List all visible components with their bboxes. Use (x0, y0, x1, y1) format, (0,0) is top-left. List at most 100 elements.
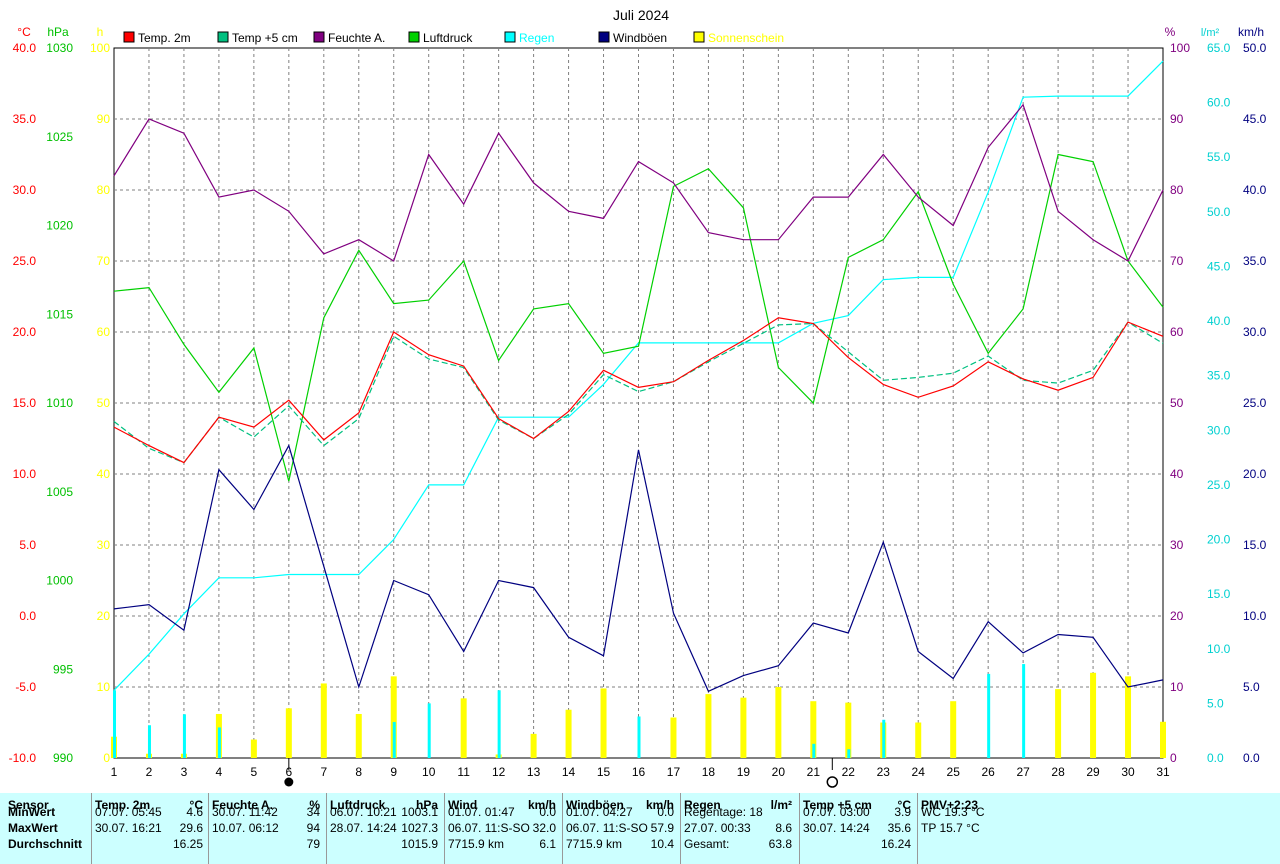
stats-value: 16.24 (880, 837, 911, 851)
stats-cell: 06.07. 11:S-SO (566, 821, 648, 835)
x-tick-label: 14 (562, 765, 576, 779)
humidity-tick-label: 20 (1170, 609, 1184, 623)
legend-label: Temp +5 cm (232, 31, 298, 45)
rain-tick-label: 15.0 (1207, 587, 1231, 601)
stats-cell: 7715.9 km (566, 837, 623, 851)
x-tick-label: 13 (527, 765, 541, 779)
stats-header: PMV+2:23 (921, 798, 979, 812)
wind-tick-label: 0.0 (1243, 751, 1260, 765)
humidity-tick-label: 60 (1170, 325, 1184, 339)
pressure-tick-label: 1015 (46, 307, 73, 321)
stats-cell: 27.07. 00:33 (684, 821, 751, 835)
stats-value: 79 (306, 837, 320, 851)
humidity-tick-label: 0 (1170, 751, 1177, 765)
x-tick-label: 9 (390, 765, 397, 779)
sunshine-bar (320, 683, 327, 758)
x-tick-label: 12 (492, 765, 506, 779)
stats-section: Regen l/m² Regentage: 18 27.07. 00:33 8.6 Ges… (684, 793, 796, 864)
stats-section: Wind km/h 01.07. 01:47 0.0 06.07. 11:S-SO 32.… (448, 793, 560, 864)
x-tick-label: 2 (146, 765, 153, 779)
sun-unit-label: h (97, 25, 104, 39)
rain-tick-label: 55.0 (1207, 150, 1231, 164)
stats-separator (208, 793, 209, 864)
x-tick-label: 4 (216, 765, 223, 779)
legend-label: Feuchte A. (328, 31, 385, 45)
stats-cell: 30.07. 11:42 (212, 805, 278, 819)
stats-cell: 10.07. 06:12 (212, 821, 279, 835)
stats-section: Sensor MinWert MaxWert Durchschnitt (8, 793, 90, 864)
legend-swatch (504, 31, 516, 43)
x-tick-label: 20 (772, 765, 786, 779)
stats-cell: 30.07. 14:24 (803, 821, 870, 835)
stats-value: 57.9 (650, 821, 674, 835)
stats-header: Feuchte A. (212, 798, 273, 812)
stats-value: 4.6 (186, 805, 203, 819)
temp-tick-label: 40.0 (13, 41, 37, 55)
stats-unit: km/h (645, 798, 674, 812)
x-tick-label: 10 (422, 765, 436, 779)
rain-unit-label: l/m² (1201, 27, 1220, 39)
series-line-luftdruck (113, 153, 1164, 482)
stats-header: Luftdruck (330, 798, 386, 812)
stats-cell: 07.07. 05:45 (95, 805, 162, 819)
pressure-tick-label: 1010 (46, 396, 73, 410)
sunshine-bar (740, 697, 747, 758)
rain-bar (637, 716, 641, 758)
stats-separator (91, 793, 92, 864)
pressure-tick-label: 1025 (46, 130, 73, 144)
legend-label: Temp. 2m (138, 31, 191, 45)
sunshine-bar (1055, 689, 1062, 758)
stats-header: Windböen (566, 798, 624, 812)
temp-tick-label: 10.0 (13, 467, 37, 481)
humidity-tick-label: 80 (1170, 183, 1184, 197)
sunshine-bar (775, 687, 782, 758)
x-tick-label: 23 (877, 765, 891, 779)
stats-cell: Gesamt: (684, 837, 730, 851)
temp-tick-label: -5.0 (15, 680, 36, 694)
wind-unit-label: km/h (1238, 25, 1264, 39)
rain-bar (812, 743, 816, 758)
temp-tick-label: 35.0 (13, 112, 37, 126)
rain-bar (847, 749, 851, 758)
x-tick-label: 29 (1086, 765, 1100, 779)
stats-unit: hPa (415, 798, 438, 812)
x-tick-label: 5 (251, 765, 258, 779)
sunshine-bar (565, 709, 572, 758)
x-tick-label: 27 (1016, 765, 1030, 779)
stats-section: Windböen km/h 01.07. 04:27 0.0 06.07. 11:S-S… (566, 793, 678, 864)
stats-separator (680, 793, 681, 864)
weather-chart: 40.035.030.025.020.015.010.05.00.0-5.0-1… (9, 7, 1267, 788)
x-tick-label: 1 (111, 765, 118, 779)
stats-header: Temp. 2m (95, 798, 151, 812)
x-tick-label: 16 (632, 765, 646, 779)
humidity-unit-label: % (1165, 25, 1176, 39)
x-tick-label: 26 (981, 765, 995, 779)
stats-value: 63.8 (768, 837, 792, 851)
stats-cell: 06.07. 11:S-SO (448, 821, 530, 835)
wind-tick-label: 50.0 (1243, 41, 1267, 55)
temp-tick-label: 30.0 (13, 183, 37, 197)
wind-tick-label: 35.0 (1243, 254, 1267, 268)
stats-value: 1003.1 (401, 805, 438, 819)
wind-tick-label: 5.0 (1243, 680, 1260, 694)
rain-bar (182, 714, 186, 758)
stats-value: 16.25 (172, 837, 203, 851)
stats-unit: °C (897, 798, 911, 812)
stats-section: Luftdruck hPa 06.07. 10:21 1003.1 28.07. 14:… (330, 793, 442, 864)
humidity-tick-label: 70 (1170, 254, 1184, 268)
x-tick-label: 11 (457, 765, 470, 779)
series-line-temp-5-cm (113, 321, 1164, 464)
rain-tick-label: 20.0 (1207, 533, 1231, 547)
legend-swatch (693, 31, 705, 43)
sunshine-bar (355, 713, 362, 758)
temp-tick-label: 5.0 (19, 538, 36, 552)
stats-cell: MinWert (8, 805, 56, 819)
x-tick-label: 24 (912, 765, 926, 779)
rain-tick-label: 25.0 (1207, 478, 1231, 492)
wind-tick-label: 10.0 (1243, 609, 1267, 623)
sunshine-bar (530, 733, 537, 758)
x-tick-label: 25 (947, 765, 961, 779)
sun-tick-label: 0 (103, 751, 110, 765)
sun-tick-label: 60 (97, 325, 111, 339)
stats-cell: WC 19.3 °C (921, 805, 985, 819)
